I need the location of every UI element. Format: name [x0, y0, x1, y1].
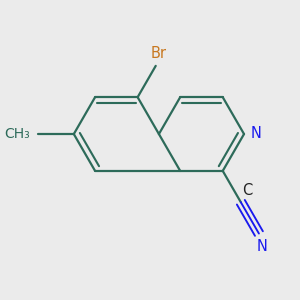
Text: C: C	[242, 183, 253, 198]
Text: N: N	[256, 239, 267, 254]
Text: N: N	[251, 126, 262, 141]
Text: Br: Br	[151, 46, 167, 61]
Text: CH₃: CH₃	[4, 127, 30, 141]
